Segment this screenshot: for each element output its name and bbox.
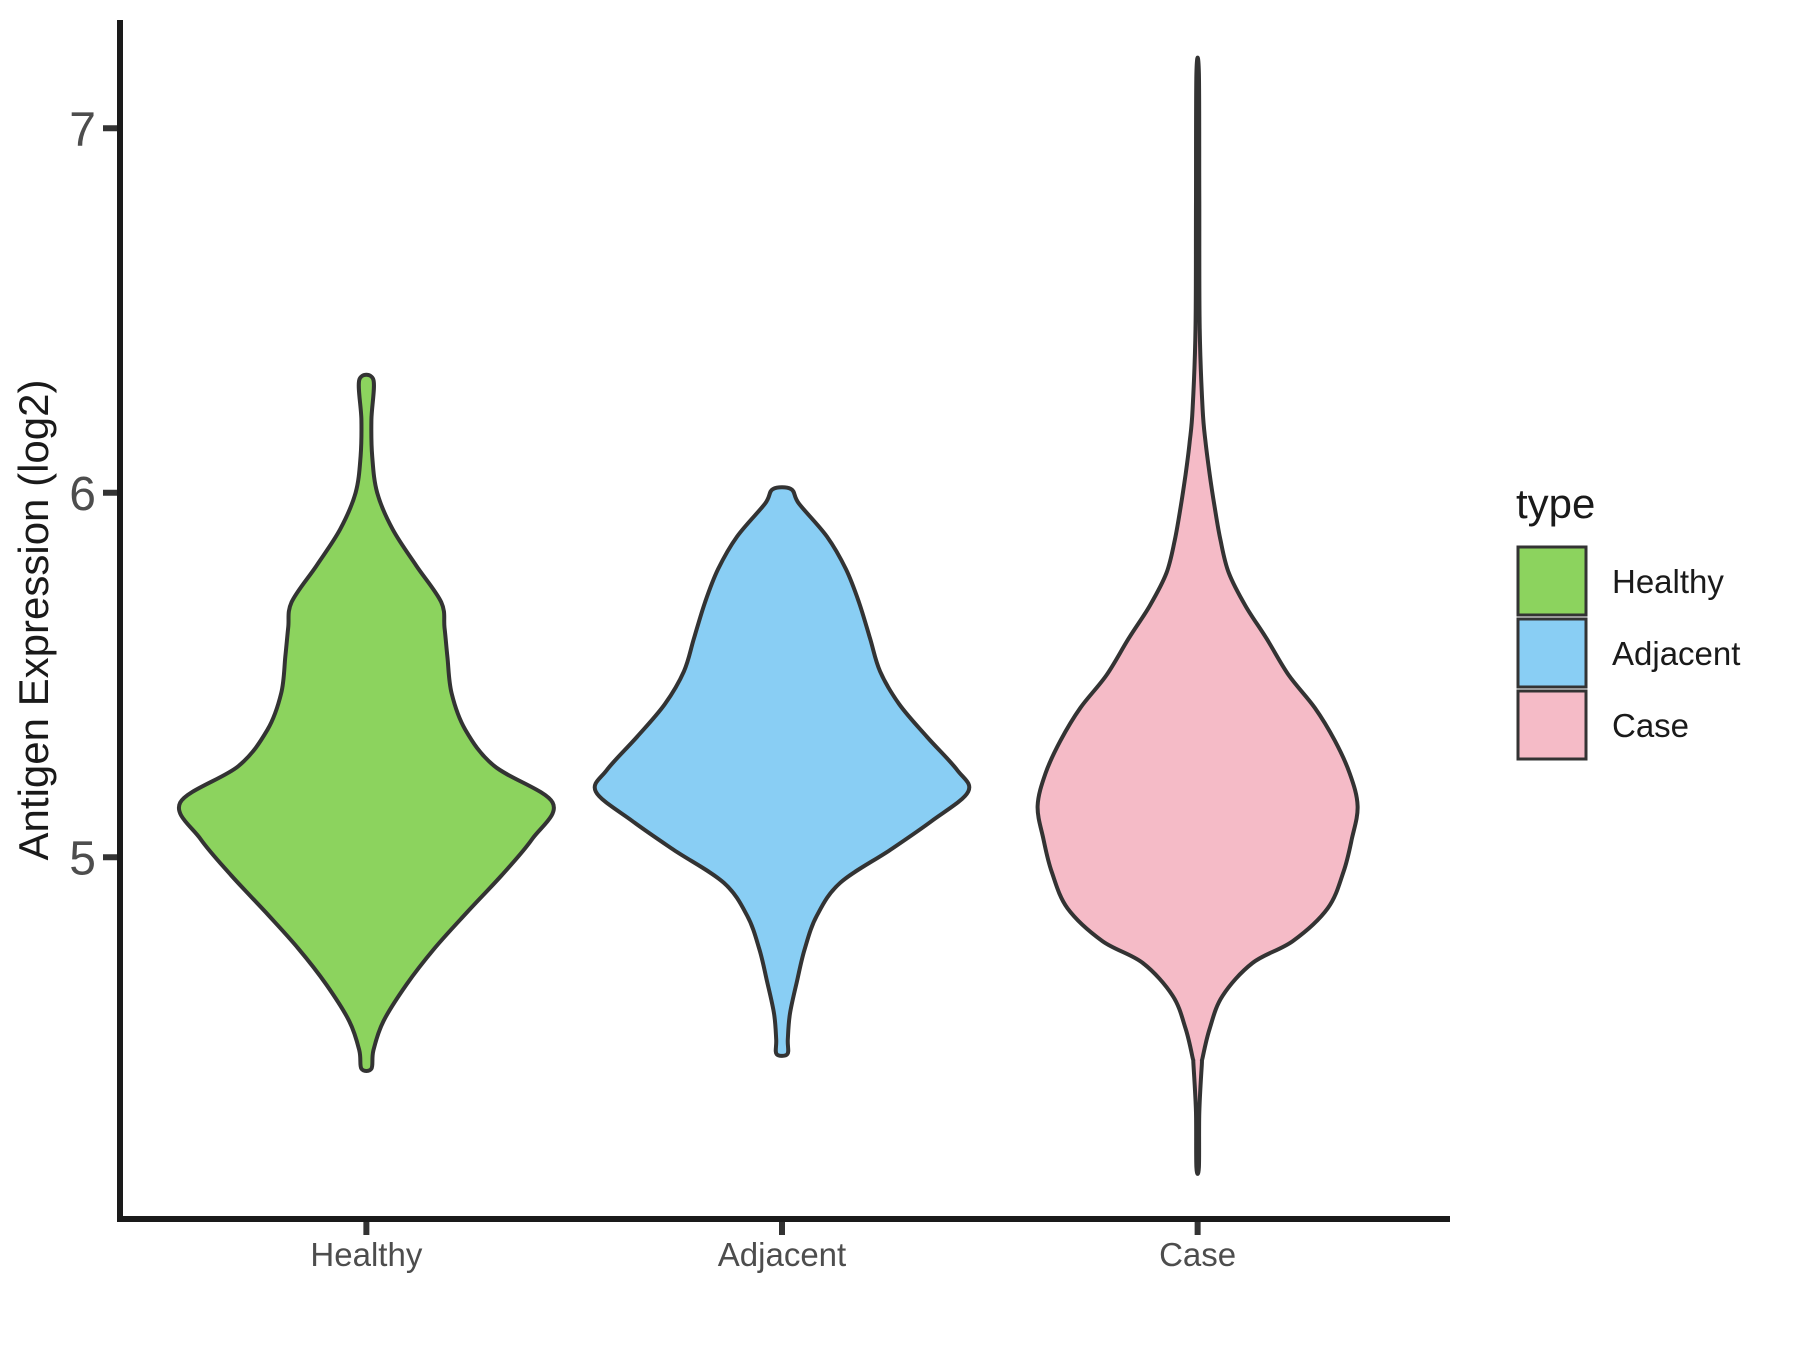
x-tick-label: Case <box>1159 1236 1236 1273</box>
legend: type Healthy Adjacent Case <box>1516 480 1740 761</box>
y-tick-label: 5 <box>69 832 96 885</box>
axes <box>117 20 1450 1222</box>
y-tick-label: 7 <box>69 103 96 156</box>
legend-key-healthy <box>1516 545 1588 617</box>
x-axis-ticks: Healthy Adjacent Case <box>310 1222 1236 1273</box>
x-tick-label: Healthy <box>310 1236 422 1273</box>
violin-healthy <box>176 372 556 1073</box>
x-tick-label: Adjacent <box>718 1236 846 1273</box>
violin-adjacent <box>592 485 972 1058</box>
violin-group <box>176 55 1360 1176</box>
violin-case <box>1035 55 1360 1176</box>
legend-label-healthy: Healthy <box>1612 563 1724 600</box>
legend-label-adjacent: Adjacent <box>1612 635 1740 672</box>
legend-key-adjacent <box>1516 617 1588 689</box>
legend-label-case: Case <box>1612 707 1689 744</box>
legend-title: type <box>1516 480 1595 527</box>
legend-entries: Healthy Adjacent Case <box>1516 545 1740 761</box>
y-axis-title: Antigen Expression (log2) <box>10 380 57 861</box>
legend-key-case <box>1516 689 1588 761</box>
y-tick-label: 6 <box>69 468 96 521</box>
y-axis-ticks: 5 6 7 <box>69 103 117 885</box>
